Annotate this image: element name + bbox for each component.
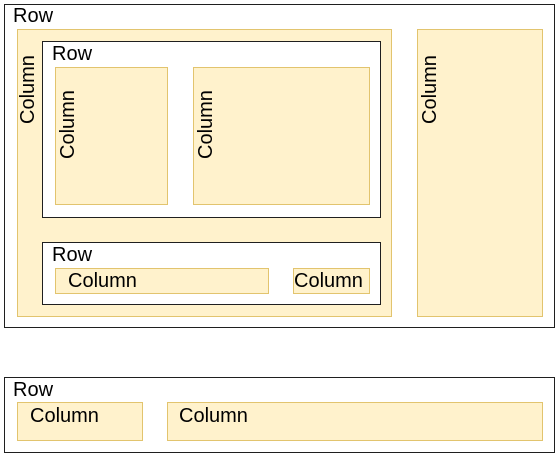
inner-bottom-row-label: Row: [52, 244, 93, 266]
lower-column-b: Column: [167, 402, 543, 441]
inner-top-column-b-label: Column: [195, 90, 217, 159]
outer-left-column: Column Row Column Column Row Column: [17, 29, 392, 317]
inner-top-column-a: Column: [55, 67, 168, 205]
lower-row: Row Column Column: [4, 377, 555, 453]
inner-bottom-column-a-label: Column: [68, 270, 137, 292]
inner-top-row-label: Row: [52, 43, 93, 65]
inner-bottom-column-b: Column: [293, 268, 370, 294]
inner-top-column-b: Column: [193, 67, 370, 205]
inner-bottom-row: Row Column Column: [42, 242, 381, 305]
lower-column-b-label: Column: [179, 405, 248, 427]
inner-bottom-column-a: Column: [55, 268, 269, 294]
outer-right-column-label: Column: [419, 55, 441, 124]
inner-top-column-a-label: Column: [57, 90, 79, 159]
inner-top-row: Row Column Column: [42, 41, 381, 218]
inner-bottom-column-b-label: Column: [294, 270, 363, 292]
lower-column-a: Column: [17, 402, 143, 441]
outer-right-column: Column: [417, 29, 543, 317]
lower-column-a-label: Column: [30, 405, 99, 427]
outer-row-label: Row: [13, 5, 54, 27]
outer-left-column-label: Column: [17, 55, 39, 124]
lower-row-label: Row: [13, 379, 54, 401]
outer-row: Row Column Row Column Column Row Col: [4, 4, 555, 328]
